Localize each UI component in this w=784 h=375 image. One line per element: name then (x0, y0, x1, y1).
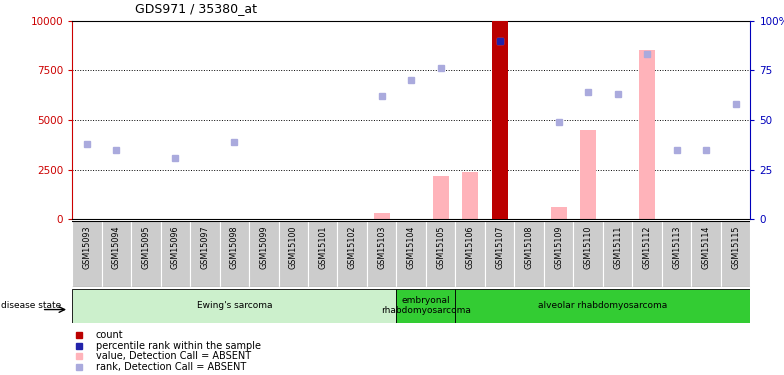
Bar (72, 289, 397, 322)
Text: GSM15108: GSM15108 (524, 226, 534, 269)
Text: alveolar rhabdomyosarcoma: alveolar rhabdomyosarcoma (539, 301, 667, 310)
Bar (720, 221, 750, 287)
Bar (544, 221, 573, 287)
Text: GSM15094: GSM15094 (112, 226, 121, 269)
Text: GSM15095: GSM15095 (141, 226, 151, 270)
Text: value, Detection Call = ABSENT: value, Detection Call = ABSENT (96, 351, 251, 361)
Text: GSM15112: GSM15112 (643, 226, 652, 269)
Bar (367, 221, 397, 287)
Text: GSM15097: GSM15097 (200, 226, 209, 270)
Text: GSM15096: GSM15096 (171, 226, 180, 269)
Text: GSM15109: GSM15109 (554, 226, 563, 269)
Bar (580, 130, 596, 219)
Bar (691, 221, 720, 287)
Bar (662, 221, 691, 287)
Bar (337, 221, 367, 287)
Text: GSM15098: GSM15098 (230, 226, 239, 269)
Text: disease state: disease state (1, 301, 61, 310)
Text: GSM15114: GSM15114 (702, 226, 710, 269)
Text: GSM15093: GSM15093 (82, 226, 92, 269)
Text: GSM15115: GSM15115 (731, 226, 740, 269)
Bar (550, 207, 567, 219)
Bar (249, 221, 278, 287)
Text: GSM15099: GSM15099 (260, 226, 268, 270)
Text: embryonal
rhabdomyosarcoma: embryonal rhabdomyosarcoma (381, 296, 471, 315)
Bar (485, 221, 514, 287)
Bar (131, 221, 161, 287)
Bar (492, 21, 508, 219)
Bar (220, 221, 249, 287)
Bar (456, 289, 750, 322)
Text: GSM15105: GSM15105 (436, 226, 445, 269)
Bar (190, 221, 220, 287)
Text: GSM15102: GSM15102 (348, 226, 357, 269)
Bar (603, 221, 633, 287)
Text: GSM15110: GSM15110 (583, 226, 593, 269)
Text: GSM15113: GSM15113 (672, 226, 681, 269)
Bar (573, 221, 603, 287)
Text: GSM15103: GSM15103 (377, 226, 387, 269)
Text: GSM15107: GSM15107 (495, 226, 504, 269)
Text: GSM15100: GSM15100 (289, 226, 298, 269)
Bar (397, 289, 456, 322)
Bar (308, 221, 337, 287)
Text: count: count (96, 330, 124, 340)
Bar (462, 172, 478, 219)
Bar (374, 213, 390, 219)
Bar (433, 176, 448, 219)
Bar (426, 221, 456, 287)
Bar (492, 21, 508, 219)
Bar (102, 221, 131, 287)
Text: GSM15104: GSM15104 (407, 226, 416, 269)
Text: GSM15111: GSM15111 (613, 226, 622, 269)
Text: GSM15101: GSM15101 (318, 226, 327, 269)
Bar (633, 221, 662, 287)
Bar (639, 51, 655, 219)
Text: percentile rank within the sample: percentile rank within the sample (96, 341, 261, 351)
Bar (514, 221, 544, 287)
Bar (161, 221, 190, 287)
Text: GDS971 / 35380_at: GDS971 / 35380_at (135, 2, 257, 15)
Text: rank, Detection Call = ABSENT: rank, Detection Call = ABSENT (96, 362, 246, 372)
Text: Ewing's sarcoma: Ewing's sarcoma (197, 301, 272, 310)
Bar (456, 221, 485, 287)
Text: GSM15106: GSM15106 (466, 226, 474, 269)
Bar (278, 221, 308, 287)
Bar (397, 221, 426, 287)
Bar (72, 221, 102, 287)
